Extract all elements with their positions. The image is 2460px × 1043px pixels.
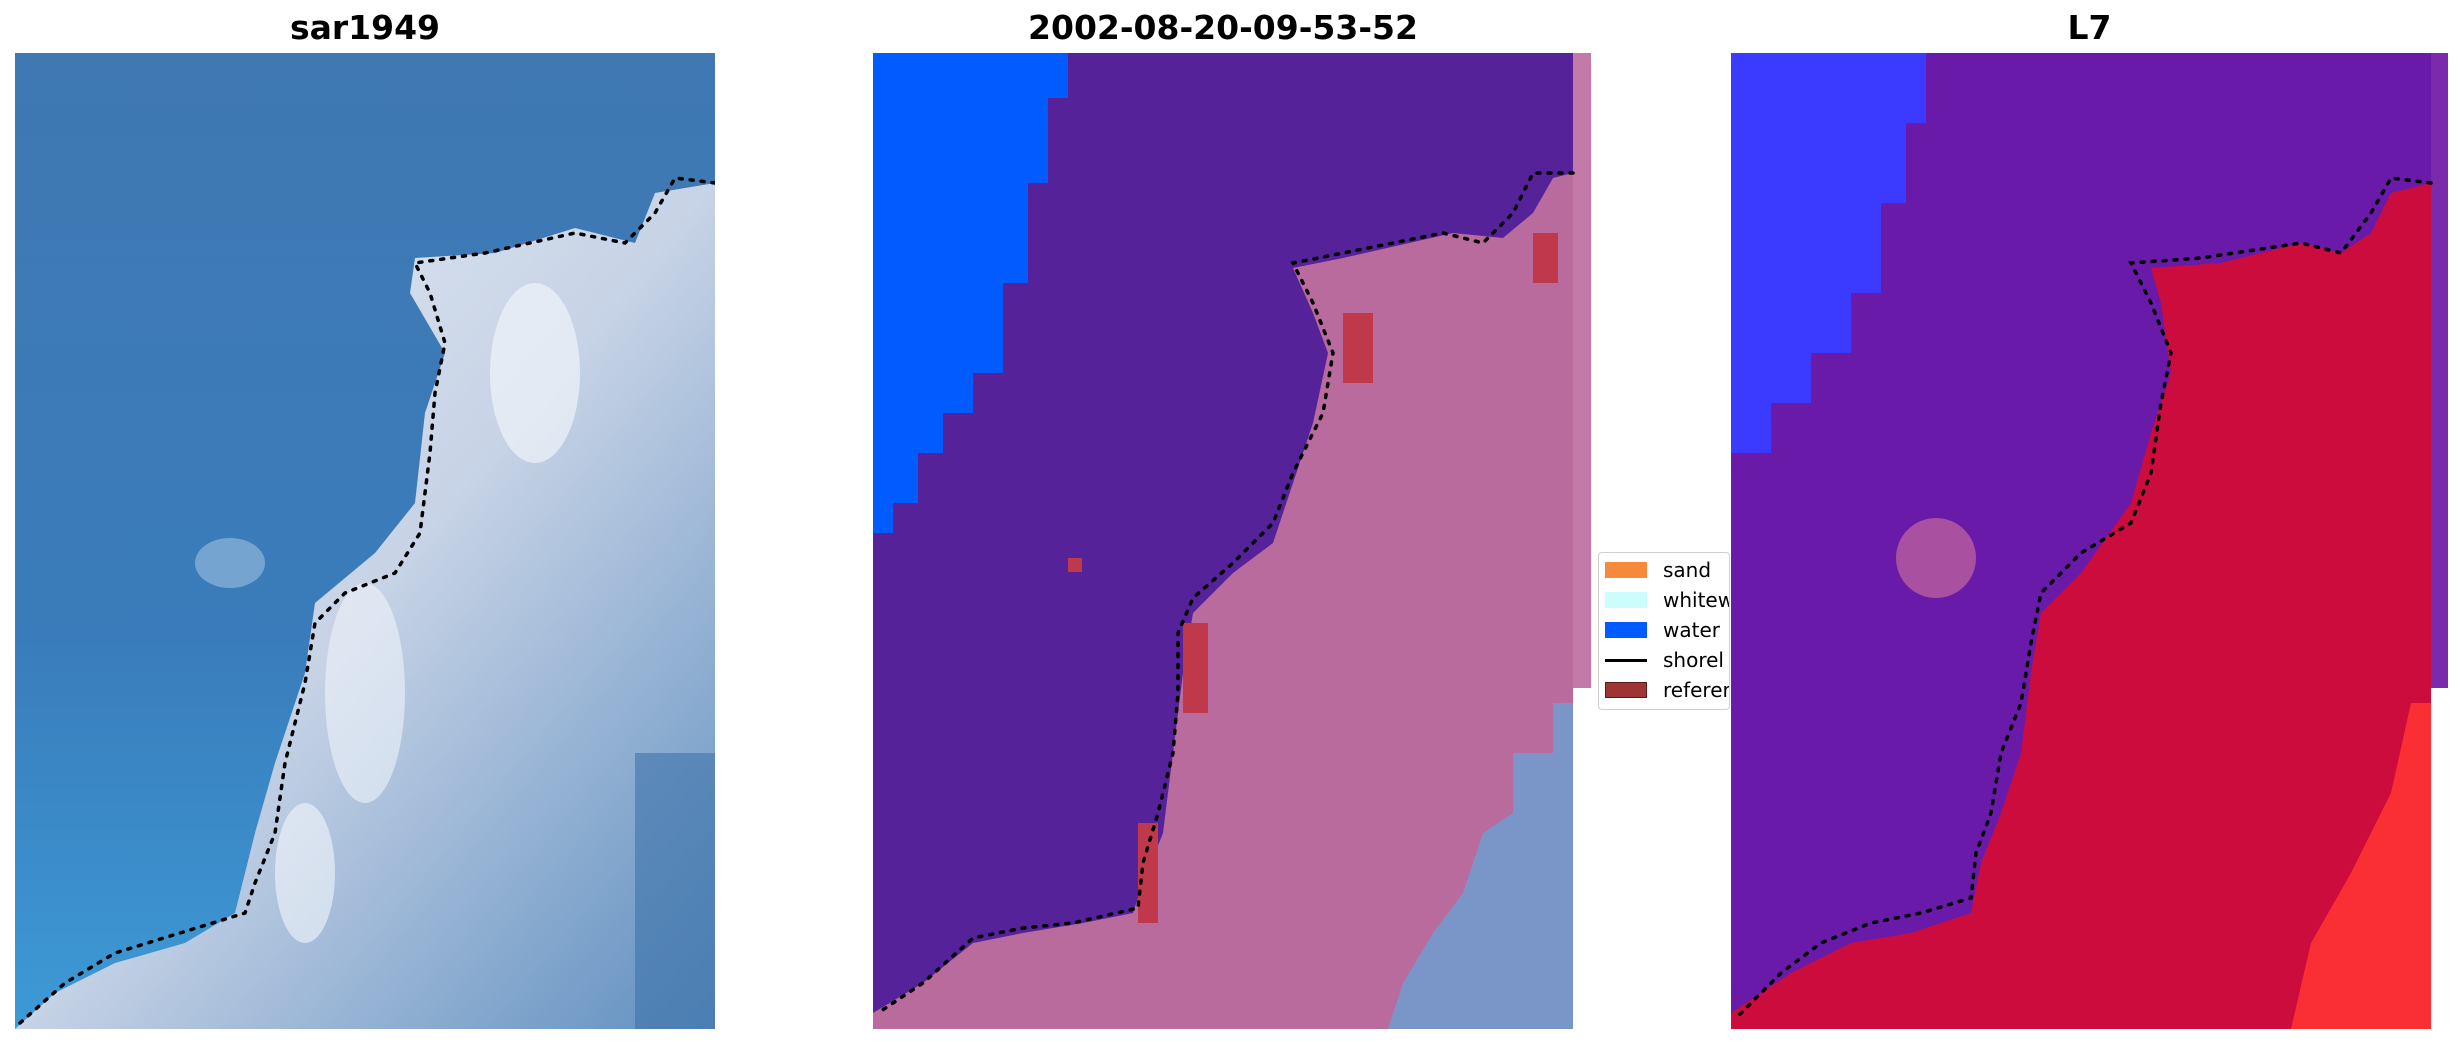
panel-rgb: sar1949 [15, 0, 715, 1043]
l7-bright-spot [1896, 518, 1976, 598]
rgb-foam-patch [275, 803, 335, 943]
rgb-foam-patch [195, 538, 265, 588]
class-reference-pixels [1068, 558, 1082, 572]
classification-image [873, 53, 1591, 1029]
l7-land-strip [2431, 53, 2448, 688]
l7-image [1731, 53, 2448, 1029]
shoreline [18, 176, 715, 1025]
panel-title-classification: 2002-08-20-09-53-52 [1028, 8, 1418, 47]
class-sand-strip [1573, 53, 1591, 688]
class-reference-pixels [1343, 313, 1373, 383]
legend: sand whitew water shorel referen [1598, 552, 1730, 710]
legend-label: whitew [1663, 588, 1730, 612]
legend-label: shorel [1663, 648, 1724, 672]
legend-swatch-sand [1605, 562, 1647, 578]
class-reference-pixels [1183, 623, 1208, 713]
shoreline [1734, 176, 2433, 1020]
class-sand-region [873, 173, 1573, 1029]
panel-title-l7: L7 [2067, 8, 2112, 47]
legend-label: sand [1663, 558, 1712, 582]
shoreline [876, 171, 1575, 1015]
rgb-image [15, 53, 715, 1029]
panel-l7: L7 [1731, 0, 2448, 1043]
class-water-region [873, 53, 1068, 533]
legend-label: referen [1663, 678, 1730, 702]
rgb-deep-water [635, 753, 715, 1029]
class-reference-pixels [1138, 823, 1158, 923]
legend-item-sand: sand [1605, 556, 1711, 584]
class-water-edge [1388, 703, 1573, 1029]
panel-title-rgb: sar1949 [289, 8, 441, 47]
panel-classification: 2002-08-20-09-53-52 [873, 0, 1591, 1043]
legend-swatch-whitewater [1605, 592, 1647, 608]
class-reference-pixels [1533, 233, 1558, 283]
legend-label: water [1663, 618, 1720, 642]
l7-water-blue [1731, 53, 1926, 453]
legend-swatch-shoreline [1605, 658, 1647, 662]
legend-swatch-water [1605, 622, 1647, 638]
legend-item-water: water [1605, 616, 1720, 644]
legend-item-whitewater: whitew [1605, 586, 1730, 614]
legend-swatch-reference [1605, 682, 1647, 698]
l7-land-red [1731, 183, 2431, 1029]
l7-bright-red [2291, 703, 2431, 1029]
legend-item-reference: referen [1605, 676, 1730, 704]
legend-item-shoreline: shorel [1605, 646, 1724, 674]
rgb-foam-patch [490, 283, 580, 463]
rgb-foam-patch [325, 583, 405, 803]
